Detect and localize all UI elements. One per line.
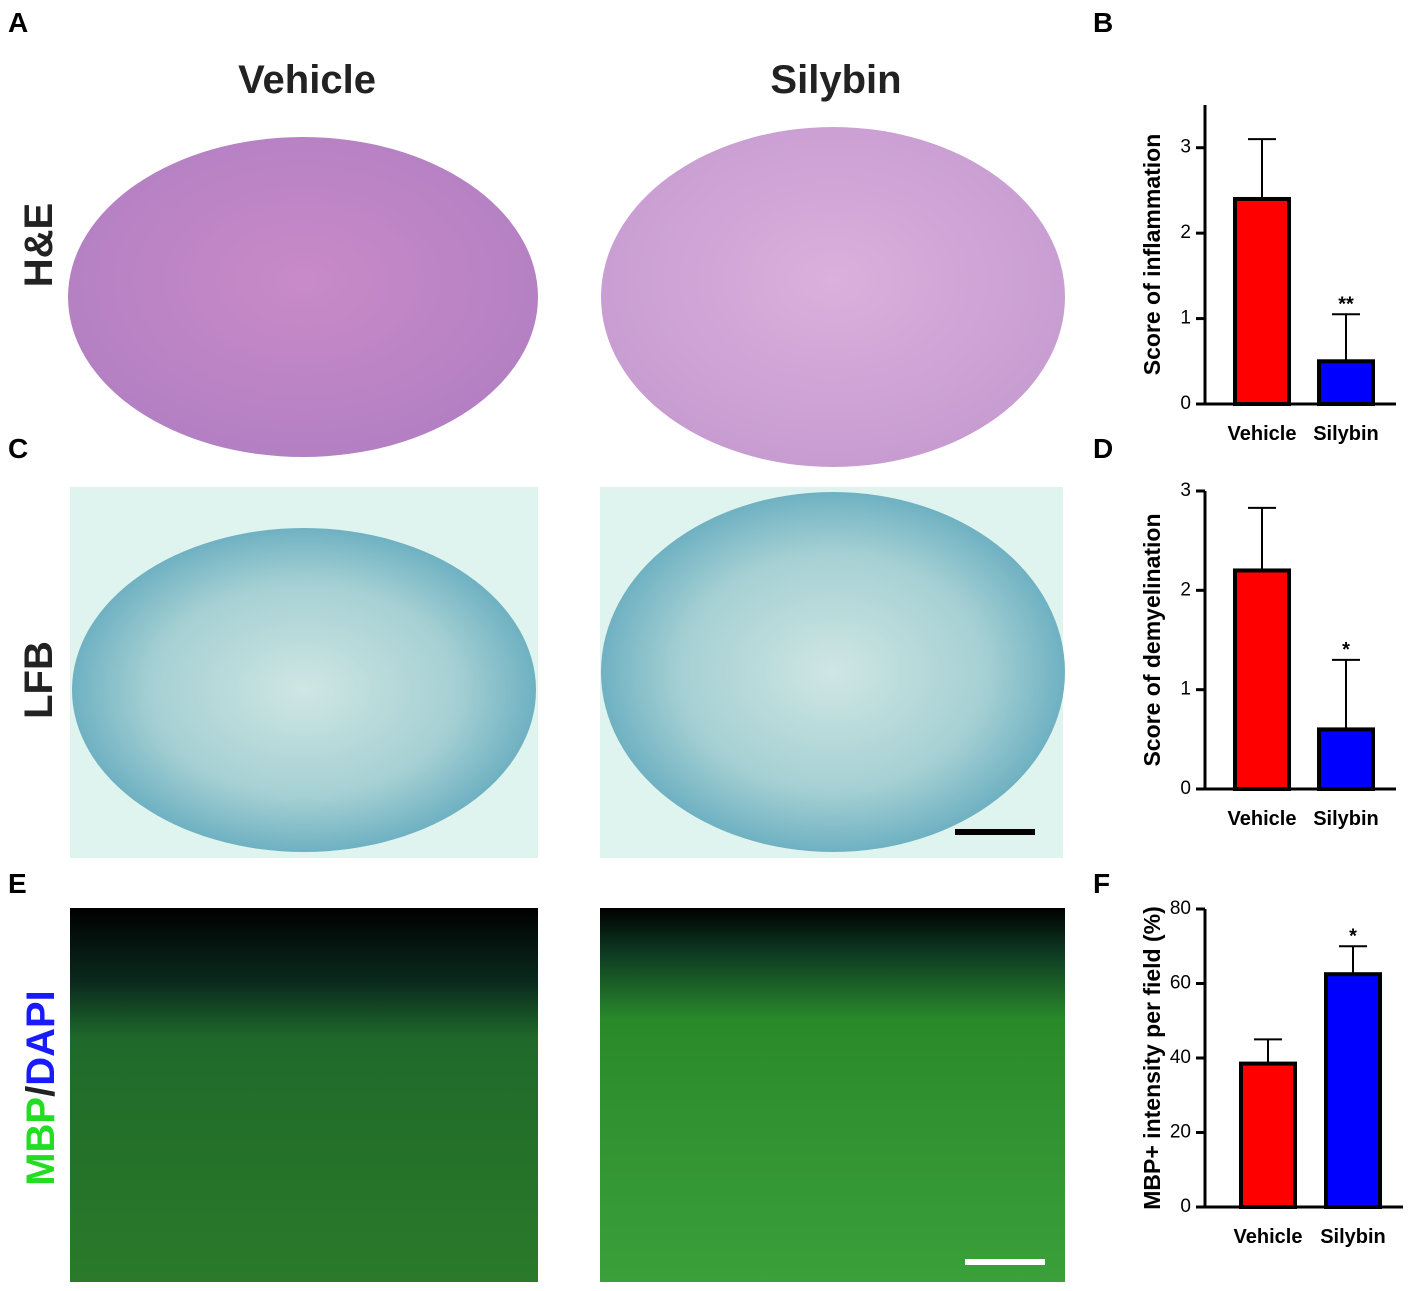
y-tick-label: 2 [1180,222,1191,243]
y-axis-label: MBP+ intensity per field (%) [1139,906,1165,1210]
row-label: MBP/DAPI [19,990,63,1186]
x-tick-label: Silybin [1320,1226,1386,1248]
lfb-vehicle-section [72,528,536,852]
panel-letter: A [8,7,28,38]
panel-letter: C [8,433,28,464]
bar [1317,727,1375,792]
column-header: Silybin [770,58,901,102]
y-tick-label: 60 [1170,973,1191,994]
y-tick-label: 3 [1180,137,1191,158]
y-tick-label: 1 [1180,308,1191,329]
panel-letter: D [1093,433,1113,464]
y-tick-label: 20 [1170,1122,1191,1143]
panel-letter: F [1093,868,1110,899]
mbp-vehicle-image [70,908,538,1282]
significance: * [1349,925,1357,947]
panel-letter: E [8,868,27,899]
bar [1233,568,1291,792]
mbp-silybin-image [600,908,1065,1282]
bar [1233,196,1291,406]
y-tick-label: 40 [1170,1047,1191,1068]
he-silybin-image [601,127,1065,467]
panel-letter: B [1093,7,1113,38]
y-tick-label: 0 [1180,393,1191,414]
bar [1317,359,1375,406]
row-label: H&E [17,203,61,287]
micrographs [68,127,1065,1282]
column-header: Vehicle [238,58,376,102]
separator: / [19,1086,63,1097]
y-tick-label: 0 [1180,778,1191,799]
y-tick-label: 3 [1180,480,1191,501]
y-tick-label: 0 [1180,1196,1191,1217]
he-vehicle-image [68,137,538,457]
significance: ** [1338,293,1354,315]
significance: * [1342,639,1350,661]
y-tick-label: 80 [1170,898,1191,919]
y-tick-label: 1 [1180,679,1191,700]
bar [1239,1061,1297,1210]
y-axis-label: Score of inflammation [1139,134,1165,376]
stain-label: DAPI [19,990,63,1086]
lfb-silybin-section [601,492,1065,852]
x-tick-label: Silybin [1313,423,1379,445]
x-tick-label: Vehicle [1228,808,1297,830]
stain-label: MBP [19,1097,63,1186]
y-axis-label: Score of demyelination [1139,513,1165,766]
x-tick-label: Vehicle [1228,423,1297,445]
bar [1324,972,1382,1209]
row-label: LFB [17,641,61,719]
x-tick-label: Vehicle [1234,1226,1303,1248]
y-tick-label: 2 [1180,579,1191,600]
x-tick-label: Silybin [1313,808,1379,830]
